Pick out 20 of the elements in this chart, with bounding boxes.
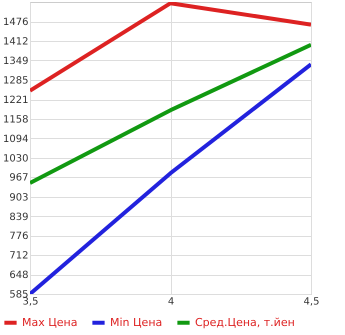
- legend-label: Min Цена: [110, 316, 162, 329]
- legend-label: Max Цена: [22, 316, 78, 329]
- y-tick-label: 712: [9, 250, 28, 262]
- y-tick-label: 1476: [3, 17, 28, 28]
- y-tick-label: 1094: [3, 134, 28, 145]
- y-tick-label: 776: [9, 231, 28, 242]
- y-tick-label: 903: [9, 192, 28, 204]
- x-tick-label: 3,5: [22, 296, 38, 308]
- y-tick-label: 1030: [3, 153, 28, 164]
- y-tick-label: 1221: [3, 95, 28, 106]
- legend-label: Сред.Цена, т.йен: [195, 316, 295, 329]
- y-tick-label: 1412: [3, 36, 28, 48]
- y-tick-label: 1158: [3, 114, 28, 126]
- y-tick-label: 839: [9, 212, 28, 223]
- x-tick-label: 4,5: [304, 296, 320, 308]
- x-tick-label: 4: [168, 296, 174, 308]
- y-tick-label: 967: [9, 172, 28, 184]
- y-tick-label: 1285: [3, 75, 28, 86]
- y-tick-label: 648: [9, 270, 28, 282]
- y-tick-label: 1349: [3, 56, 28, 67]
